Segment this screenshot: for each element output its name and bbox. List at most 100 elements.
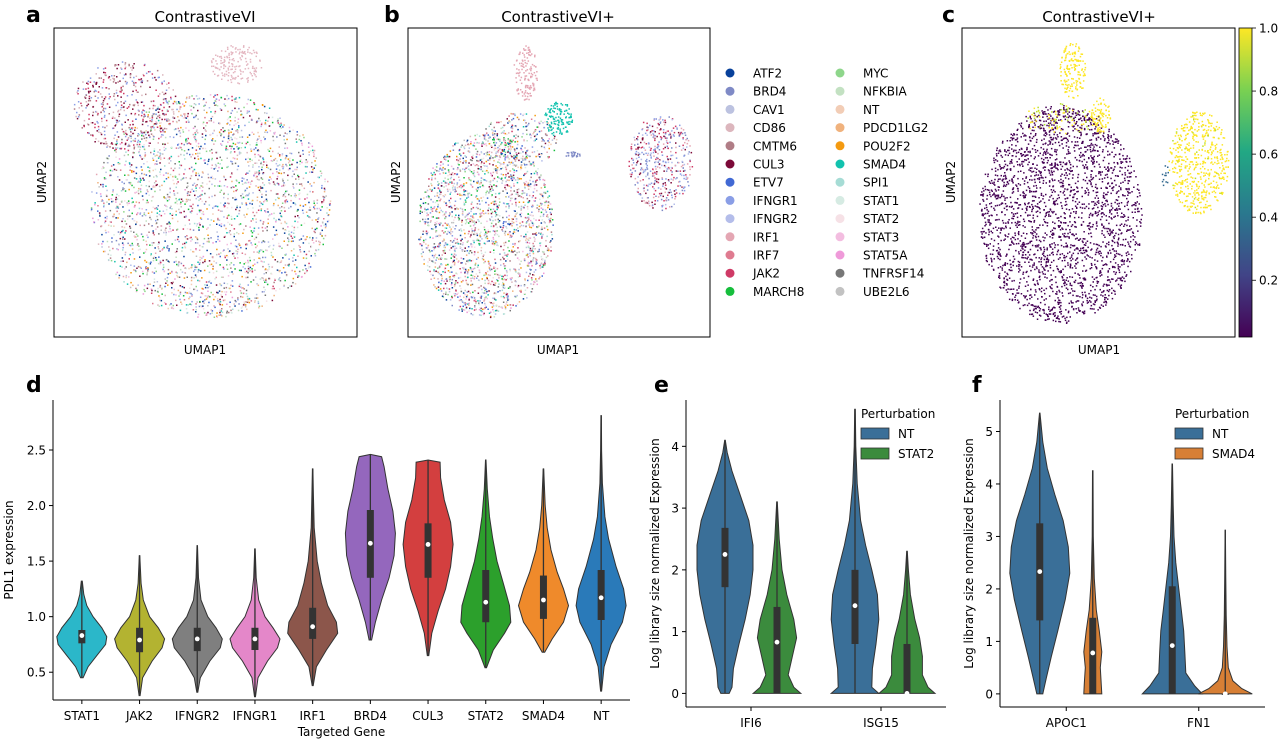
umap-point bbox=[219, 301, 222, 303]
umap-point bbox=[278, 164, 281, 166]
umap-point bbox=[212, 207, 214, 209]
umap-point bbox=[112, 191, 114, 193]
umap-point bbox=[486, 220, 488, 223]
umap-point bbox=[460, 257, 463, 259]
umap-point bbox=[178, 198, 180, 201]
umap-point bbox=[459, 305, 462, 308]
umap-point bbox=[514, 160, 517, 162]
umap-point bbox=[305, 211, 308, 213]
umap-point bbox=[308, 242, 310, 245]
umap-point bbox=[224, 255, 226, 257]
umap-point bbox=[208, 285, 211, 288]
umap-point bbox=[469, 220, 471, 223]
umap-point bbox=[284, 210, 286, 212]
umap-point bbox=[493, 135, 496, 137]
umap-point bbox=[198, 259, 201, 261]
umap-point bbox=[459, 243, 462, 245]
umap-point bbox=[94, 95, 97, 97]
umap-point bbox=[209, 150, 211, 152]
umap-point bbox=[481, 185, 483, 187]
umap-point bbox=[97, 205, 99, 207]
umap-point bbox=[286, 147, 289, 149]
umap-point bbox=[133, 147, 135, 150]
umap-point bbox=[523, 285, 526, 287]
umap-point bbox=[480, 285, 482, 287]
umap-point bbox=[140, 179, 142, 181]
umap-point bbox=[495, 309, 498, 312]
umap-point bbox=[298, 244, 300, 247]
umap-point bbox=[192, 170, 194, 172]
umap-point bbox=[211, 310, 214, 312]
umap-point bbox=[475, 258, 478, 260]
umap-point bbox=[473, 309, 476, 311]
umap-point bbox=[493, 249, 495, 251]
umap-point bbox=[251, 244, 253, 246]
umap-point bbox=[249, 158, 251, 160]
umap-point bbox=[135, 223, 137, 226]
umap-point bbox=[508, 207, 510, 209]
umap-point bbox=[492, 219, 494, 222]
umap-point bbox=[291, 175, 294, 178]
umap-point bbox=[432, 237, 434, 239]
umap-point bbox=[98, 77, 100, 79]
umap-point bbox=[76, 117, 79, 120]
umap-point bbox=[293, 226, 296, 229]
umap-point bbox=[173, 261, 176, 263]
umap-point bbox=[248, 192, 250, 195]
umap-point bbox=[481, 145, 483, 147]
umap-point bbox=[500, 295, 502, 298]
umap-point bbox=[141, 94, 143, 97]
umap-point bbox=[297, 208, 299, 211]
umap-point bbox=[87, 103, 90, 106]
umap-point bbox=[125, 129, 127, 132]
umap-point bbox=[454, 228, 456, 230]
umap-point bbox=[276, 269, 279, 271]
umap-point bbox=[296, 131, 298, 133]
umap-point bbox=[502, 224, 505, 227]
umap-point bbox=[452, 174, 455, 176]
umap-point bbox=[246, 179, 248, 181]
umap-point bbox=[190, 109, 192, 111]
umap-point bbox=[237, 48, 239, 51]
umap-point bbox=[292, 202, 295, 204]
umap-point bbox=[133, 170, 135, 173]
umap-point bbox=[178, 130, 180, 133]
umap-point bbox=[472, 154, 474, 157]
umap-point bbox=[479, 159, 482, 161]
umap-point bbox=[482, 210, 484, 212]
umap-point bbox=[534, 197, 537, 199]
umap-point bbox=[149, 175, 151, 177]
umap-point bbox=[500, 173, 503, 175]
umap-point bbox=[445, 185, 447, 187]
umap-point bbox=[120, 101, 122, 103]
umap-point bbox=[200, 185, 202, 187]
umap-point bbox=[494, 309, 497, 312]
umap-point bbox=[101, 96, 103, 98]
umap-point bbox=[225, 147, 227, 149]
umap-point bbox=[204, 284, 206, 286]
umap-point bbox=[515, 157, 518, 159]
umap-point bbox=[268, 246, 270, 248]
umap-point bbox=[158, 233, 160, 235]
umap-point bbox=[471, 218, 473, 221]
umap-point bbox=[464, 155, 466, 157]
umap-point bbox=[223, 61, 225, 63]
umap-point bbox=[468, 304, 470, 306]
umap-point bbox=[208, 196, 210, 199]
umap-point bbox=[119, 108, 122, 111]
umap-point bbox=[466, 166, 468, 169]
umap-point bbox=[279, 280, 282, 282]
umap-point bbox=[154, 267, 156, 269]
umap-point bbox=[234, 143, 237, 146]
umap-point bbox=[120, 88, 122, 90]
umap-point bbox=[523, 158, 526, 160]
umap-point bbox=[90, 97, 93, 99]
umap-point bbox=[484, 287, 486, 289]
umap-point bbox=[466, 140, 468, 143]
umap-point bbox=[228, 61, 230, 64]
umap-point bbox=[467, 194, 469, 196]
umap-point bbox=[301, 142, 303, 145]
umap-point bbox=[143, 104, 145, 107]
umap-point bbox=[526, 157, 528, 159]
umap-point bbox=[105, 157, 108, 159]
